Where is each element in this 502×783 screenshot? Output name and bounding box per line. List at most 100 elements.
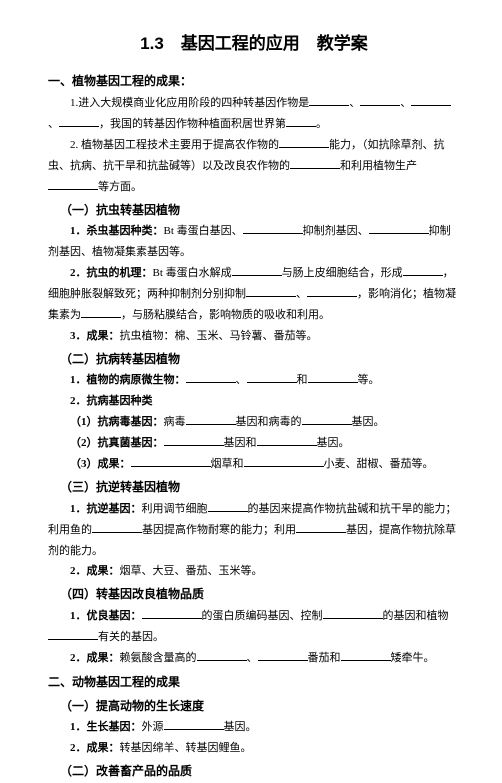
- blank: [48, 178, 98, 189]
- blank: [296, 521, 346, 532]
- text: 的蛋白质编码基因、控制: [202, 610, 323, 622]
- text: 和: [297, 374, 308, 386]
- label: 1．杀虫基因种类：: [70, 225, 164, 237]
- label: 2．成果：: [70, 652, 120, 664]
- blank: [186, 414, 236, 425]
- blank: [247, 372, 297, 383]
- label: 1．生长基因：: [70, 721, 142, 733]
- label: 1．抗逆基因：: [70, 503, 142, 515]
- blank: [246, 286, 296, 297]
- text: Bt 毒蛋白水解成: [153, 267, 232, 279]
- text: 抗虫植物：棉、玉米、马铃薯、番茄等。: [120, 330, 318, 342]
- blank: [411, 95, 451, 106]
- text: 基因。: [352, 416, 385, 428]
- blank: [308, 372, 358, 383]
- subsection-1-2-heading: （二）抗病转基因植物: [48, 348, 460, 371]
- text: 、: [247, 652, 258, 664]
- text: 的基因和植物: [383, 610, 449, 622]
- s21-i2: 2．成果：转基因绵羊、转基因鲤鱼。: [48, 738, 460, 759]
- blank: [307, 286, 357, 297]
- text: 基因和病毒的: [236, 416, 302, 428]
- text: 基因。: [224, 721, 257, 733]
- text: 等方面。: [98, 181, 142, 193]
- blank: [186, 372, 236, 383]
- blank: [369, 223, 429, 234]
- text: 赖氨酸含量高的: [120, 652, 197, 664]
- s11-i2: 2．抗虫的机理：Bt 毒蛋白水解成与肠上皮细胞结合，形成，细胞肿胀裂解致死；两种…: [48, 263, 460, 326]
- subsection-2-1-heading: （一）提高动物的生长速度: [48, 695, 460, 718]
- blank: [341, 649, 391, 660]
- label: 2．成果：: [70, 742, 120, 754]
- blank: [48, 629, 98, 640]
- text: 基因提高作物耐寒的能力；利用: [142, 524, 296, 536]
- subsection-1-4-heading: （四）转基因改良植物品质: [48, 583, 460, 606]
- section-1-heading: 一、植物基因工程的成果：: [48, 70, 460, 93]
- text: Bt 毒蛋白基因、: [164, 225, 243, 237]
- label: 2．抗虫的机理：: [70, 267, 153, 279]
- text: 抑制剂基因、: [303, 225, 369, 237]
- blank: [164, 719, 224, 730]
- subsection-2-2-heading: （二）改善畜产品的品质: [48, 760, 460, 783]
- text: 和利用植物生产: [340, 160, 417, 172]
- subsection-1-3-heading: （三）抗逆转基因植物: [48, 476, 460, 499]
- blank: [197, 649, 247, 660]
- text: 病毒: [164, 416, 186, 428]
- blank: [323, 608, 383, 619]
- text: 基因和: [224, 437, 257, 449]
- label: （2）抗真菌基因：: [70, 437, 164, 449]
- s14-i2: 2．成果：赖氨酸含量高的 、 番茄和 矮牵牛。: [48, 648, 460, 669]
- text: 基因。: [317, 437, 350, 449]
- text: 番茄和: [308, 652, 341, 664]
- blank: [243, 223, 303, 234]
- text: ，与肠粘膜结合，影响物质的吸收和利用。: [121, 309, 330, 321]
- blank: [164, 435, 224, 446]
- text: 与肠上皮细胞结合，形成: [282, 267, 403, 279]
- text: 转基因绵羊、转基因鲤鱼。: [120, 742, 252, 754]
- sec1-p2: 2. 植物基因工程技术主要用于提高农作物的能力，（如抗除草剂、抗虫、抗病、抗干旱…: [48, 135, 460, 198]
- text: 2. 植物基因工程技术主要用于提高农作物的: [70, 139, 279, 151]
- s12-i22: （2）抗真菌基因： 基因和 基因。: [48, 433, 460, 454]
- s12-i2: 2．抗病基因种类: [48, 391, 460, 412]
- text: 烟草、大豆、番茄、玉米等。: [120, 565, 263, 577]
- blank: [92, 521, 142, 532]
- text: 等。: [358, 374, 380, 386]
- text: 我国的转基因作物种植面积居世界第: [110, 118, 286, 130]
- s21-i1: 1．生长基因：外源 基因。: [48, 717, 460, 738]
- s13-i1: 1．抗逆基因：利用调节细胞的基因来提高作物抗盐碱和抗干旱的能力；利用鱼的基因提高…: [48, 499, 460, 562]
- label: 1．植物的病原微生物：: [70, 374, 186, 386]
- blank: [81, 306, 121, 317]
- text: 矮牵牛。: [391, 652, 435, 664]
- text: 利用调节细胞: [142, 503, 208, 515]
- blank: [302, 414, 352, 425]
- blank: [208, 500, 248, 511]
- page-root: 1.3 基因工程的应用 教学案 一、植物基因工程的成果： 1.进入大规模商业化应…: [0, 0, 502, 708]
- s11-i3: 3．成果：抗虫植物：棉、玉米、马铃薯、番茄等。: [48, 326, 460, 347]
- blank: [131, 456, 211, 467]
- blank: [258, 649, 308, 660]
- s12-i3: （3）成果： 烟草和 小麦、甜椒、番茄等。: [48, 454, 460, 475]
- blank: [403, 265, 443, 276]
- blank: [279, 136, 329, 147]
- blank: [360, 95, 400, 106]
- text: 小麦、甜椒、番茄等。: [324, 458, 434, 470]
- s12-i1: 1．植物的病原微生物：、和等。: [48, 370, 460, 391]
- s13-i2: 2．成果：烟草、大豆、番茄、玉米等。: [48, 561, 460, 582]
- section-2-heading: 二、动物基因工程的成果: [48, 671, 460, 694]
- label: （3）成果：: [70, 458, 131, 470]
- label: 2．成果：: [70, 565, 120, 577]
- text: 外源: [142, 721, 164, 733]
- blank: [142, 608, 202, 619]
- label: 1．优良基因：: [70, 610, 142, 622]
- doc-title: 1.3 基因工程的应用 教学案: [48, 28, 460, 60]
- label: （1）抗病毒基因：: [70, 416, 164, 428]
- blank: [244, 456, 324, 467]
- blank: [257, 435, 317, 446]
- s14-i1: 1．优良基因：的蛋白质编码基因、控制的基因和植物有关的基因。: [48, 606, 460, 648]
- blank: [290, 157, 340, 168]
- blank: [232, 265, 282, 276]
- text: 烟草和: [211, 458, 244, 470]
- text: 。: [316, 118, 327, 130]
- blank: [59, 116, 99, 127]
- label: 3．成果：: [70, 330, 120, 342]
- text: 、: [296, 288, 307, 300]
